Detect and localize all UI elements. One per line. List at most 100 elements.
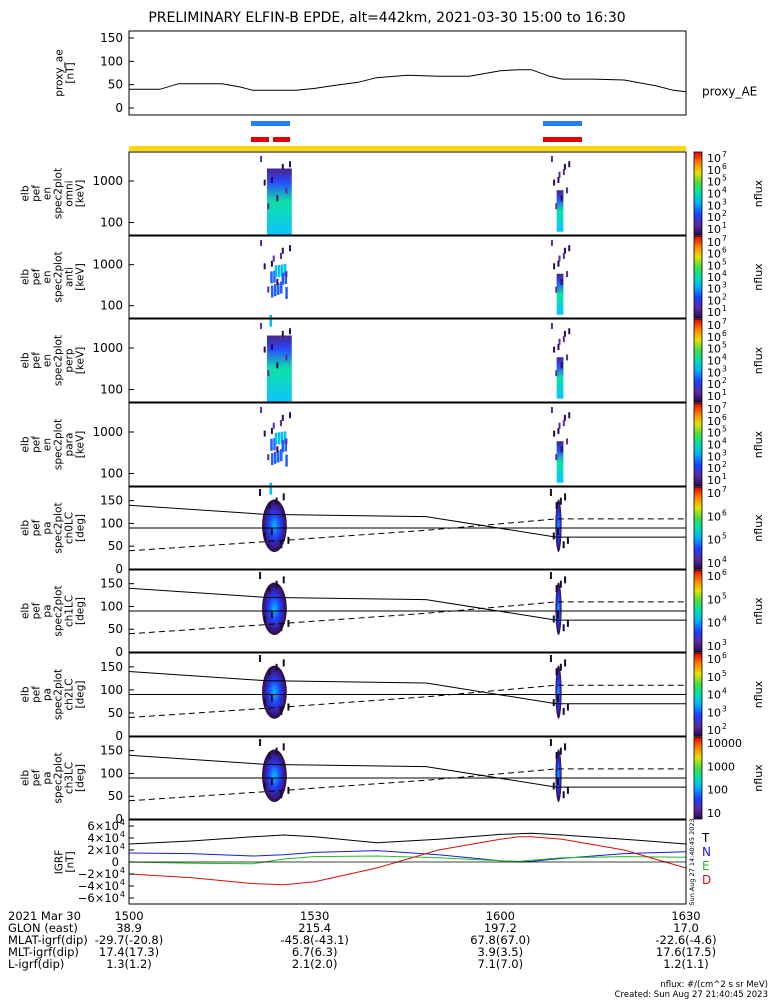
spectrum-speck	[560, 195, 563, 202]
spectrum-speck	[281, 414, 284, 421]
spectrum-speck	[550, 323, 553, 329]
ytick-label: 100	[100, 383, 123, 397]
pitch-angle-speck	[282, 743, 285, 751]
ytick-label: 50	[108, 78, 123, 92]
colorbar-tick-exp: 2	[722, 209, 727, 218]
spectrum-speck	[284, 272, 288, 285]
panel-ylabel: perp	[64, 348, 76, 372]
footer-value: -29.7(-20.8)	[95, 933, 163, 947]
footer-row-label: 2021 Mar 30	[8, 909, 81, 923]
panel-ylabel: elb	[20, 520, 32, 536]
panel-frame	[128, 151, 687, 236]
colorbar-tick-exp: 5	[722, 425, 727, 434]
plot-title: PRELIMINARY ELFIN-B EPDE, alt=442km, 202…	[148, 10, 625, 26]
igrf-line-D	[128, 836, 687, 886]
pitch-angle-speck	[555, 752, 558, 760]
pitch-angle-speck	[557, 694, 560, 702]
spectrum-burst	[267, 168, 292, 235]
colorbar-tick: 10	[707, 306, 721, 319]
spectrum-burst	[556, 190, 564, 232]
pitch-angle-speck	[280, 541, 283, 549]
pitch-angle-speck	[275, 663, 278, 671]
spectrum-speck	[260, 407, 263, 413]
ytick-label: −6×10	[78, 891, 119, 905]
panel-ylabel: IGRF	[54, 850, 66, 875]
ytick-label: 0	[115, 562, 123, 576]
spectrum-speck	[274, 451, 277, 464]
igrf-legend-T: T	[701, 831, 710, 845]
panel-ylabel: [deg]	[75, 681, 87, 709]
colorbar	[693, 652, 703, 737]
colorbar-tick: 10	[707, 188, 721, 201]
colorbar-tick-exp: 6	[722, 246, 727, 255]
colorbar-tick-exp: 6	[722, 413, 727, 422]
spectrum-speck	[276, 446, 279, 453]
colorbar-tick: 10	[707, 671, 721, 684]
spectrum-speck	[289, 328, 292, 335]
panel-ylabel: en	[42, 438, 54, 451]
spectrum-speck	[558, 255, 561, 262]
spectrum-speck	[560, 362, 563, 369]
panel-ylabel: elb	[20, 436, 32, 452]
red-zone-bar-1a	[251, 137, 269, 142]
ytick-label: 0	[115, 812, 123, 826]
footer-value: 1.3(1.2)	[106, 957, 152, 971]
panel-ylabel: en	[42, 354, 54, 367]
spectrum-speck	[277, 282, 280, 295]
panel-ylabel: pef	[31, 602, 43, 619]
colorbar-tick: 10	[707, 211, 721, 224]
footer-value: 67.8(67.0)	[470, 933, 530, 947]
spectrum-speck	[563, 163, 566, 170]
colorbar-tick: 10	[707, 403, 721, 416]
spectrum-speck	[563, 414, 566, 421]
panel-ylabel: [nT]	[65, 851, 77, 872]
ytick-label: 1000	[92, 341, 123, 355]
ytick-label: 100	[100, 766, 123, 780]
panel-ylabel: [nT]	[65, 62, 77, 83]
loss-cone-line	[128, 768, 686, 802]
pitch-angle-speck	[275, 580, 278, 588]
spectrum-speck	[270, 343, 273, 350]
pitch-angle-speck	[268, 585, 271, 593]
pitch-angle-speck	[270, 611, 273, 619]
igrf-line-N	[128, 850, 687, 863]
colorbar-tick: 10	[707, 439, 721, 452]
spectrum-speck	[557, 427, 560, 434]
pitch-angle-speck	[555, 585, 558, 593]
colorbar	[693, 318, 703, 403]
colorbar-label: nflux	[752, 597, 765, 625]
ytick-exp: 4	[120, 830, 125, 839]
spectrum-speck	[284, 439, 288, 452]
ytick-label: 100	[100, 299, 123, 313]
pitch-angle-speck	[280, 707, 283, 715]
spectrum-speck	[560, 278, 563, 285]
spectrum-burst	[556, 441, 564, 483]
pitch-angle-speck	[552, 782, 555, 790]
igrf-legend-E: E	[702, 859, 710, 873]
colorbar-tick: 10	[707, 617, 721, 630]
ytick-label: 100	[100, 599, 123, 613]
colorbar-tick: 10	[707, 570, 721, 583]
loss-cone-line	[128, 670, 686, 705]
colorbar-tick-exp: 2	[722, 292, 727, 301]
panel-igrf: IGRF [nT]6×10 44×10 42×10 40−2×10 4−4×10 4−6×1…	[54, 818, 712, 906]
pitch-angle-burst	[555, 499, 562, 552]
colorbar-label: nflux	[752, 514, 765, 542]
ytick-label: 50	[108, 706, 123, 720]
pitch-angle-speck	[555, 668, 558, 676]
footer-value: 38.9	[116, 921, 142, 935]
panel-ylabel: anti	[64, 267, 76, 287]
colorbar-tick-exp: 5	[722, 591, 727, 600]
panel-ylabel: [deg]	[75, 597, 87, 625]
pitch-angle-speck	[566, 619, 569, 627]
spectrum-speck	[277, 450, 280, 463]
pitch-angle-speck	[259, 655, 262, 662]
colorbar-tick: 10	[707, 294, 721, 307]
colorbar-tick: 100	[707, 784, 728, 797]
spectrum-speck	[555, 286, 558, 293]
ytick-label: 1000	[92, 258, 123, 272]
colorbar-label: nflux	[752, 179, 765, 207]
panel-ylabel: ch3LC	[64, 762, 76, 794]
